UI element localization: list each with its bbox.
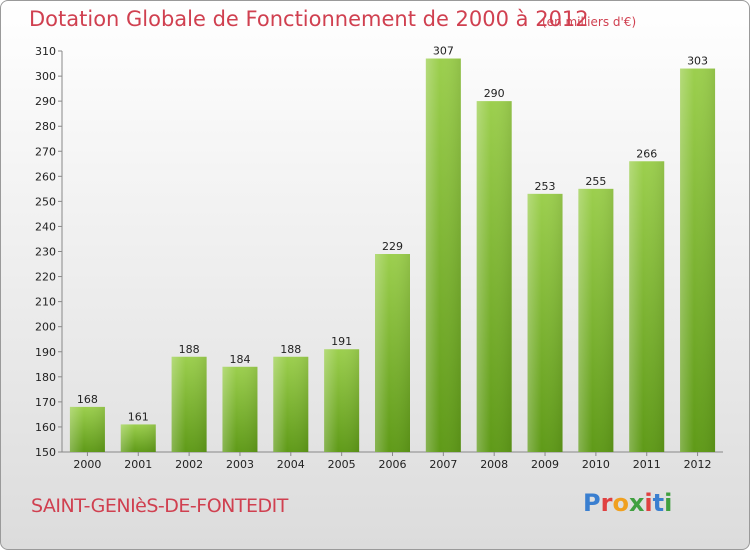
- bar-highlight: [171, 356, 207, 452]
- y-tick-label: 220: [35, 271, 56, 284]
- x-tick-label: 2001: [124, 458, 152, 471]
- axes: 150 160 170 180 190 200 210 220 230 240 250 260 270 2…: [35, 45, 723, 471]
- bar-highlight: [578, 188, 614, 452]
- data-label: 161: [128, 410, 149, 423]
- y-tick-label: 270: [35, 145, 56, 158]
- logo-letter: t: [652, 489, 665, 517]
- x-tick-label: 2012: [684, 458, 712, 471]
- x-tick-label: 2011: [633, 458, 661, 471]
- data-label: 168: [77, 393, 98, 406]
- data-label: 290: [484, 87, 505, 100]
- y-tick-label: 200: [35, 321, 56, 334]
- proxiti-logo: Proxiti: [583, 489, 672, 517]
- y-tick-label: 180: [35, 371, 56, 384]
- logo-letter: P: [583, 489, 601, 517]
- logo-letter: r: [600, 489, 613, 517]
- x-tick-label: 2007: [429, 458, 457, 471]
- data-label: 307: [433, 45, 454, 58]
- bars: [69, 58, 716, 453]
- y-tick-label: 190: [35, 346, 56, 359]
- x-tick-label: 2003: [226, 458, 254, 471]
- commune-name: SAINT-GENIèS-DE-FONTEDIT: [31, 495, 288, 517]
- y-tick-label: 280: [35, 120, 56, 133]
- data-label: 255: [585, 175, 606, 188]
- data-label: 188: [179, 343, 200, 356]
- x-tick-label: 2002: [175, 458, 203, 471]
- y-tick-label: 250: [35, 195, 56, 208]
- logo-letter: o: [612, 489, 629, 517]
- data-label: 188: [280, 343, 301, 356]
- x-tick-label: 2006: [379, 458, 407, 471]
- bar-highlight: [476, 101, 512, 452]
- x-tick-label: 2008: [480, 458, 508, 471]
- y-tick-label: 310: [35, 45, 56, 58]
- bar-highlight: [273, 356, 309, 452]
- data-label: 184: [229, 353, 250, 366]
- data-label: 266: [636, 147, 657, 160]
- value-labels: 168 161 188 184 188 191 229 307 290 253 255 266 303: [77, 45, 708, 424]
- bar-highlight: [680, 68, 716, 452]
- y-tick-label: 300: [35, 70, 56, 83]
- bar-highlight: [324, 349, 360, 452]
- y-tick-label: 170: [35, 396, 56, 409]
- logo-letter: i: [644, 489, 653, 517]
- y-tick-label: 290: [35, 95, 56, 108]
- data-label: 191: [331, 335, 352, 348]
- logo-letter: i: [664, 489, 673, 517]
- y-tick-label: 240: [35, 220, 56, 233]
- bar-highlight: [375, 254, 410, 452]
- data-label: 253: [535, 180, 556, 193]
- x-tick-label: 2010: [582, 458, 610, 471]
- bar-highlight: [222, 366, 258, 452]
- x-tick-label: 2004: [277, 458, 305, 471]
- bar-highlight: [120, 424, 156, 452]
- bar-highlight: [527, 193, 563, 452]
- x-tick-label: 2000: [73, 458, 101, 471]
- data-label: 229: [382, 240, 403, 253]
- bar-highlight: [629, 161, 665, 452]
- y-tick-label: 160: [35, 421, 56, 434]
- bar-highlight: [425, 58, 461, 453]
- x-tick-label: 2009: [531, 458, 559, 471]
- y-tick-label: 260: [35, 170, 56, 183]
- unit-note: (en milliers d'€): [542, 15, 637, 29]
- chart-title: Dotation Globale de Fonctionnement de 20…: [29, 7, 589, 31]
- y-tick-label: 150: [35, 446, 56, 459]
- logo-letter: x: [628, 489, 645, 517]
- y-tick-label: 230: [35, 246, 56, 259]
- y-tick-label: 210: [35, 296, 56, 309]
- x-tick-label: 2005: [328, 458, 356, 471]
- bar-highlight: [69, 406, 105, 452]
- data-label: 303: [687, 55, 708, 68]
